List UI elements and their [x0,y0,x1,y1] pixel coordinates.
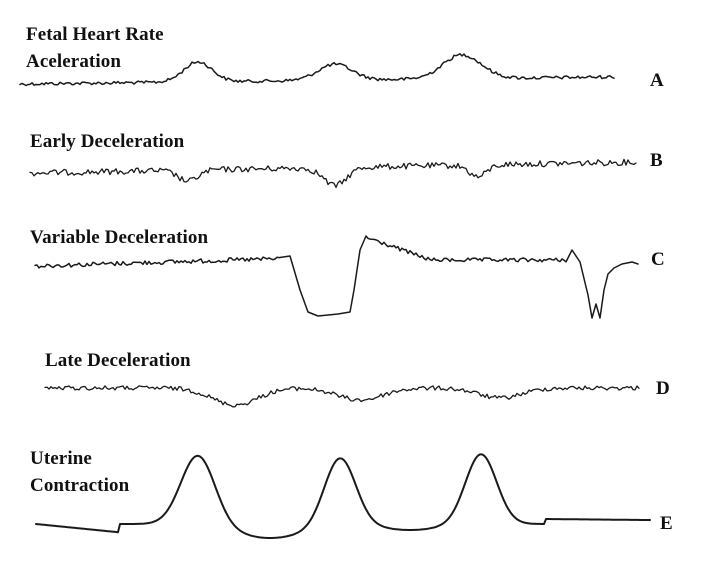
trace-letter-a: A [650,70,664,91]
trace-letter-e: E [660,513,673,534]
trace-acceleration [19,53,615,87]
trace-late-deceleration [44,385,640,408]
trace-variable-deceleration [34,235,639,319]
label-early-deceleration: Early Deceleration [30,131,185,152]
label-uterine-contraction: Uterine Contraction [30,448,130,496]
trace-letter-b: B [650,150,663,171]
trace-early-deceleration [29,158,637,189]
label-acceleration: Fetal Heart Rate Aceleration [26,24,164,72]
label-variable-deceleration: Variable Deceleration [30,227,209,248]
label-late-deceleration: Late Deceleration [45,350,191,371]
trace-letter-c: C [651,249,665,270]
trace-letter-d: D [656,378,670,399]
trace-uterine-contraction [35,453,651,539]
